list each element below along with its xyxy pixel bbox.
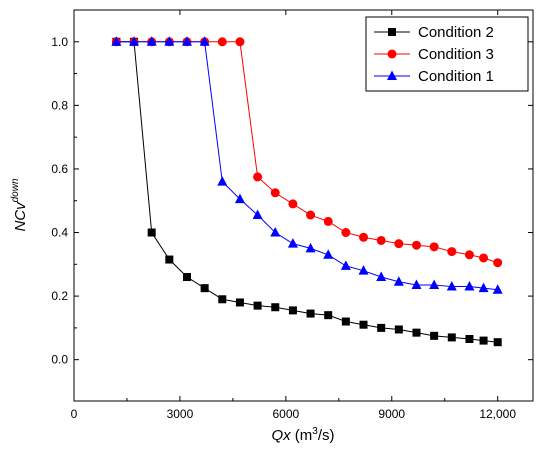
- data-point: [478, 282, 489, 293]
- y-axis-title: NCvdown: [10, 178, 29, 232]
- data-point: [147, 228, 156, 237]
- data-point: [270, 227, 281, 237]
- x-axis-title-unit-post: /s): [318, 427, 335, 444]
- data-point: [146, 36, 157, 46]
- data-point: [376, 271, 387, 282]
- plot-frame: [73, 9, 534, 402]
- data-point: [393, 276, 404, 286]
- legend-entry: Condition 1: [374, 68, 494, 85]
- data-point: [430, 331, 439, 340]
- y-tick-label: 0.2: [51, 289, 68, 303]
- data-point: [411, 279, 422, 289]
- data-point: [235, 37, 245, 47]
- y-axis: 0.0 0.2 0.4 0.6 0.8 1.0: [51, 35, 533, 367]
- y-axis-title-main: NCv: [12, 201, 29, 232]
- data-point: [271, 303, 280, 312]
- legend-entry: Condition 3: [374, 46, 494, 63]
- data-point: [447, 333, 456, 342]
- data-point: [479, 253, 489, 263]
- data-point: [464, 250, 474, 260]
- data-point: [340, 260, 351, 270]
- data-point: [165, 255, 174, 264]
- data-point: [377, 323, 386, 332]
- data-point: [217, 37, 227, 47]
- data-point: [341, 317, 350, 326]
- legend-entry: Condition 2: [374, 24, 494, 41]
- data-point: [394, 239, 404, 249]
- data-point: [465, 335, 474, 344]
- data-point: [305, 242, 316, 253]
- legend-marker: [387, 49, 397, 59]
- legend-label: Condition 1: [418, 68, 494, 85]
- data-point: [200, 284, 209, 293]
- x-axis-title-unit-pre: (m: [291, 427, 313, 444]
- x-tick-label: 0: [71, 407, 78, 421]
- series-3: [111, 36, 503, 294]
- x-axis: 0 3000 6000 9000 12,000: [71, 10, 516, 421]
- data-point: [447, 247, 457, 257]
- data-point: [429, 242, 439, 252]
- y-tick-label: 0.4: [51, 226, 68, 240]
- data-point: [111, 36, 122, 46]
- data-point: [218, 295, 227, 304]
- x-tick-label: 6000: [272, 407, 299, 421]
- series-layer: [111, 36, 503, 347]
- data-point: [411, 240, 421, 250]
- x-tick-label: 12,000: [479, 407, 516, 421]
- data-point: [288, 199, 298, 209]
- data-point: [446, 281, 457, 291]
- data-point: [323, 249, 334, 259]
- x-tick-label: 3000: [167, 407, 194, 421]
- y-tick-label: 0.8: [51, 98, 68, 112]
- y-tick-label: 0.6: [51, 162, 68, 176]
- data-point: [253, 172, 263, 182]
- data-point: [324, 311, 333, 320]
- legend-label: Condition 3: [418, 46, 494, 63]
- y-tick-label: 0.0: [51, 353, 68, 367]
- data-point: [235, 298, 244, 307]
- y-tick-label: 1.0: [51, 35, 68, 49]
- legend: Condition 2 Condition 3 Condition 1: [365, 16, 529, 92]
- data-point: [358, 265, 369, 275]
- data-point: [253, 301, 262, 310]
- data-point: [234, 193, 245, 204]
- legend-marker: [388, 28, 396, 36]
- data-point: [341, 228, 351, 238]
- data-point: [479, 336, 488, 345]
- x-axis-title-unit-sup: 3: [312, 426, 318, 437]
- data-point: [359, 232, 369, 242]
- data-point: [164, 36, 175, 46]
- data-point: [492, 284, 503, 294]
- y-axis-title-sup: down: [10, 178, 21, 202]
- data-point: [429, 279, 440, 289]
- data-point: [199, 36, 210, 46]
- data-point: [464, 281, 475, 291]
- data-point: [182, 273, 191, 282]
- data-point: [493, 338, 502, 347]
- x-tick-label: 9000: [378, 407, 405, 421]
- data-point: [359, 320, 368, 329]
- data-point: [412, 328, 421, 337]
- data-point: [129, 36, 140, 46]
- data-point: [217, 176, 228, 186]
- data-point: [252, 209, 263, 220]
- data-point: [288, 306, 297, 315]
- x-axis-title-main: Qx: [271, 427, 291, 444]
- x-axis-title: Qx (m3/s): [271, 426, 334, 444]
- data-point: [287, 238, 298, 248]
- data-point: [493, 258, 503, 268]
- data-point: [181, 36, 192, 46]
- data-point: [270, 188, 280, 198]
- data-point: [323, 216, 333, 226]
- data-point: [394, 325, 403, 334]
- legend-marker: [387, 70, 397, 80]
- data-point: [376, 235, 386, 245]
- data-point: [306, 210, 316, 220]
- data-point: [306, 309, 315, 318]
- legend-label: Condition 2: [418, 24, 494, 41]
